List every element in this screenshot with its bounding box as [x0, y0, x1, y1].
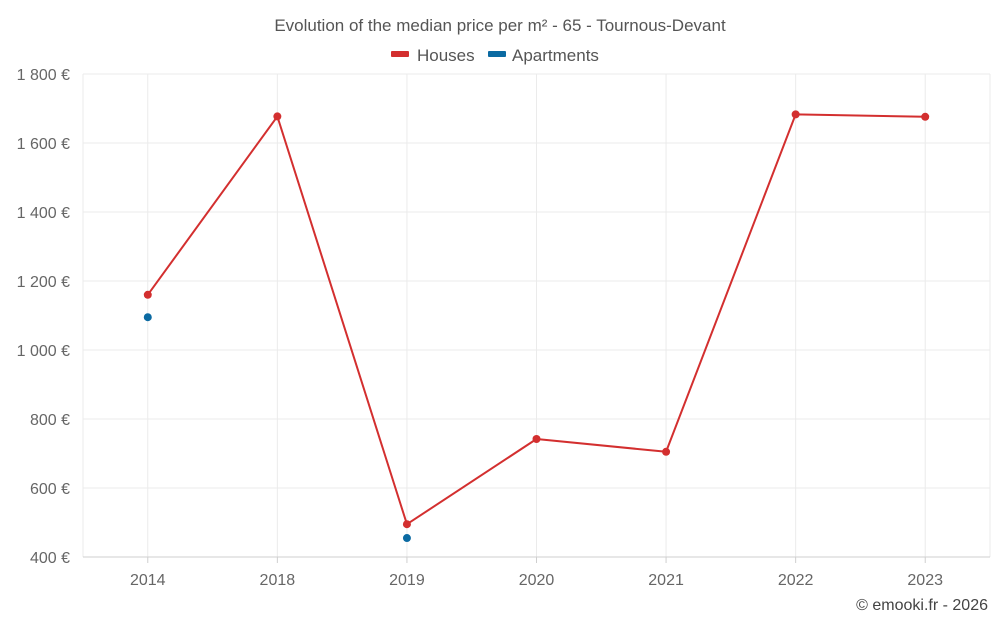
credit-text: © emooki.fr - 2026 [856, 597, 988, 614]
y-tick-label: 600 € [30, 481, 70, 498]
legend-label-apartments[interactable]: Apartments [512, 46, 599, 65]
data-point-houses[interactable] [791, 110, 800, 119]
data-point-houses[interactable] [402, 520, 411, 529]
x-tick-label: 2018 [260, 572, 296, 589]
data-point-apartments[interactable] [402, 534, 411, 543]
axes: 400 € 600 € 800 € 1 000 € 1 200 € 1 400 € 1 60… [17, 67, 990, 589]
data-point-houses[interactable] [143, 290, 152, 299]
chart-title: Evolution of the median price per m² - 6… [274, 16, 726, 35]
data-point-houses[interactable] [532, 435, 541, 444]
data-series [143, 110, 930, 543]
data-point-houses[interactable] [662, 447, 671, 456]
legend-label-houses[interactable]: Houses [417, 46, 475, 65]
y-tick-label: 1 600 € [17, 136, 70, 153]
data-point-apartments[interactable] [143, 313, 152, 322]
x-tick-label: 2014 [130, 572, 166, 589]
x-tick-label: 2021 [648, 572, 684, 589]
x-tick-label: 2022 [778, 572, 814, 589]
y-tick-label: 1 400 € [17, 205, 70, 222]
y-tick-label: 1 200 € [17, 274, 70, 291]
x-tick-label: 2023 [907, 572, 943, 589]
legend-swatch-houses [391, 51, 409, 57]
y-tick-label: 800 € [30, 412, 70, 429]
legend-swatch-apartments [488, 51, 506, 57]
chart-legend: Houses Apartments [391, 46, 599, 65]
y-tick-label: 1 800 € [17, 67, 70, 84]
data-point-houses[interactable] [921, 112, 930, 121]
y-tick-label: 400 € [30, 550, 70, 567]
data-point-houses[interactable] [273, 112, 282, 121]
x-tick-label: 2020 [519, 572, 555, 589]
y-tick-label: 1 000 € [17, 343, 70, 360]
x-tick-label: 2019 [389, 572, 425, 589]
grid-lines [82, 73, 991, 557]
